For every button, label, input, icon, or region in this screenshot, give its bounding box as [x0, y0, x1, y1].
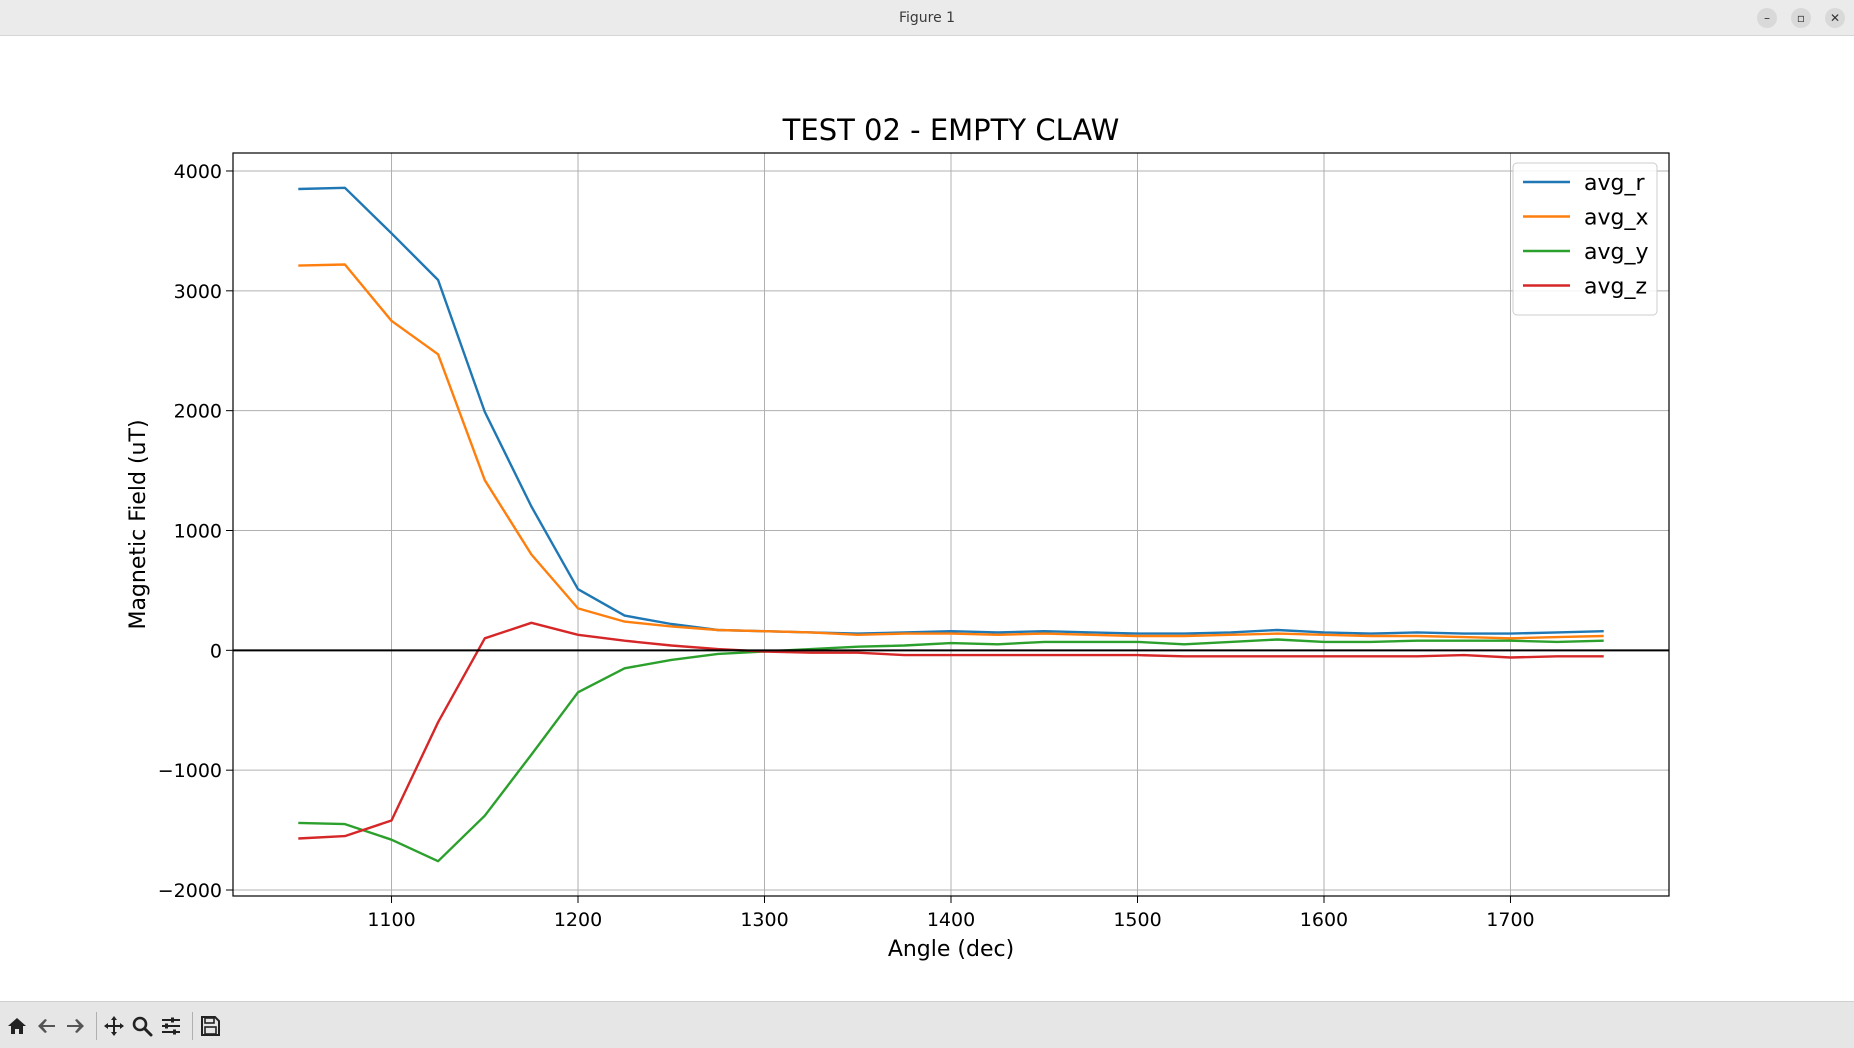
home-icon[interactable] — [5, 1014, 29, 1038]
grid — [233, 153, 1669, 896]
series-line-avg_x — [298, 263, 1604, 640]
series-line-avg_z — [298, 621, 1604, 840]
x-tick-label: 1600 — [1300, 909, 1348, 931]
minimize-icon[interactable]: – — [1757, 8, 1777, 28]
x-tick-label: 1300 — [740, 909, 788, 931]
ticks: 1100 1200 1300 1400 1500 1600 1700 −2000 −1000 0 1… — [158, 161, 1535, 931]
y-tick-label: −1000 — [158, 760, 222, 782]
configure-subplots-icon[interactable] — [159, 1014, 183, 1038]
legend-label-avg_r: avg_r — [1584, 171, 1645, 196]
x-axis-label: Angle (dec) — [888, 937, 1014, 962]
legend-label-avg_y: avg_y — [1584, 240, 1649, 265]
figure-canvas: 1100 1200 1300 1400 1500 1600 1700 −2000 −1000 0 1… — [0, 36, 1854, 1001]
pan-move-icon[interactable] — [102, 1014, 126, 1038]
x-tick-label: 1700 — [1486, 909, 1534, 931]
y-tick-label: 3000 — [174, 281, 222, 303]
y-tick-label: 4000 — [174, 161, 222, 183]
zoom-magnifier-icon[interactable] — [130, 1014, 154, 1038]
navigation-toolbar — [0, 1001, 1854, 1048]
x-tick-label: 1500 — [1113, 909, 1161, 931]
window-title: Figure 1 — [898, 10, 956, 26]
legend: avg_r avg_x avg_y avg_z — [1512, 162, 1658, 316]
legend-frame — [1512, 162, 1658, 316]
chart-title: TEST 02 - EMPTY CLAW — [782, 113, 1120, 147]
x-tick-label: 1100 — [367, 909, 415, 931]
series-lines — [233, 186, 1669, 863]
save-floppy-icon[interactable] — [198, 1014, 222, 1038]
restore-icon[interactable]: ▫ — [1791, 8, 1811, 28]
y-tick-label: −2000 — [158, 880, 222, 902]
close-icon[interactable]: ✕ — [1825, 8, 1845, 28]
toolbar-separator — [96, 1012, 97, 1040]
y-axis-label: Magnetic Field (uT) — [126, 419, 151, 629]
series-line-avg_r — [298, 186, 1604, 635]
x-tick-label: 1200 — [554, 909, 602, 931]
back-arrow-icon[interactable] — [35, 1014, 59, 1038]
y-tick-label: 0 — [210, 640, 222, 662]
toolbar-separator — [192, 1012, 193, 1040]
x-tick-label: 1400 — [927, 909, 975, 931]
series-line-avg_y — [298, 638, 1604, 863]
window-titlebar: Figure 1 – ▫ ✕ — [0, 0, 1854, 36]
chart-svg: 1100 1200 1300 1400 1500 1600 1700 −2000 −1000 0 1… — [126, 113, 1670, 962]
legend-label-avg_x: avg_x — [1584, 206, 1649, 231]
y-tick-label: 1000 — [174, 520, 222, 542]
forward-arrow-icon[interactable] — [63, 1014, 87, 1038]
y-tick-label: 2000 — [174, 401, 222, 423]
legend-label-avg_z: avg_z — [1584, 275, 1647, 300]
